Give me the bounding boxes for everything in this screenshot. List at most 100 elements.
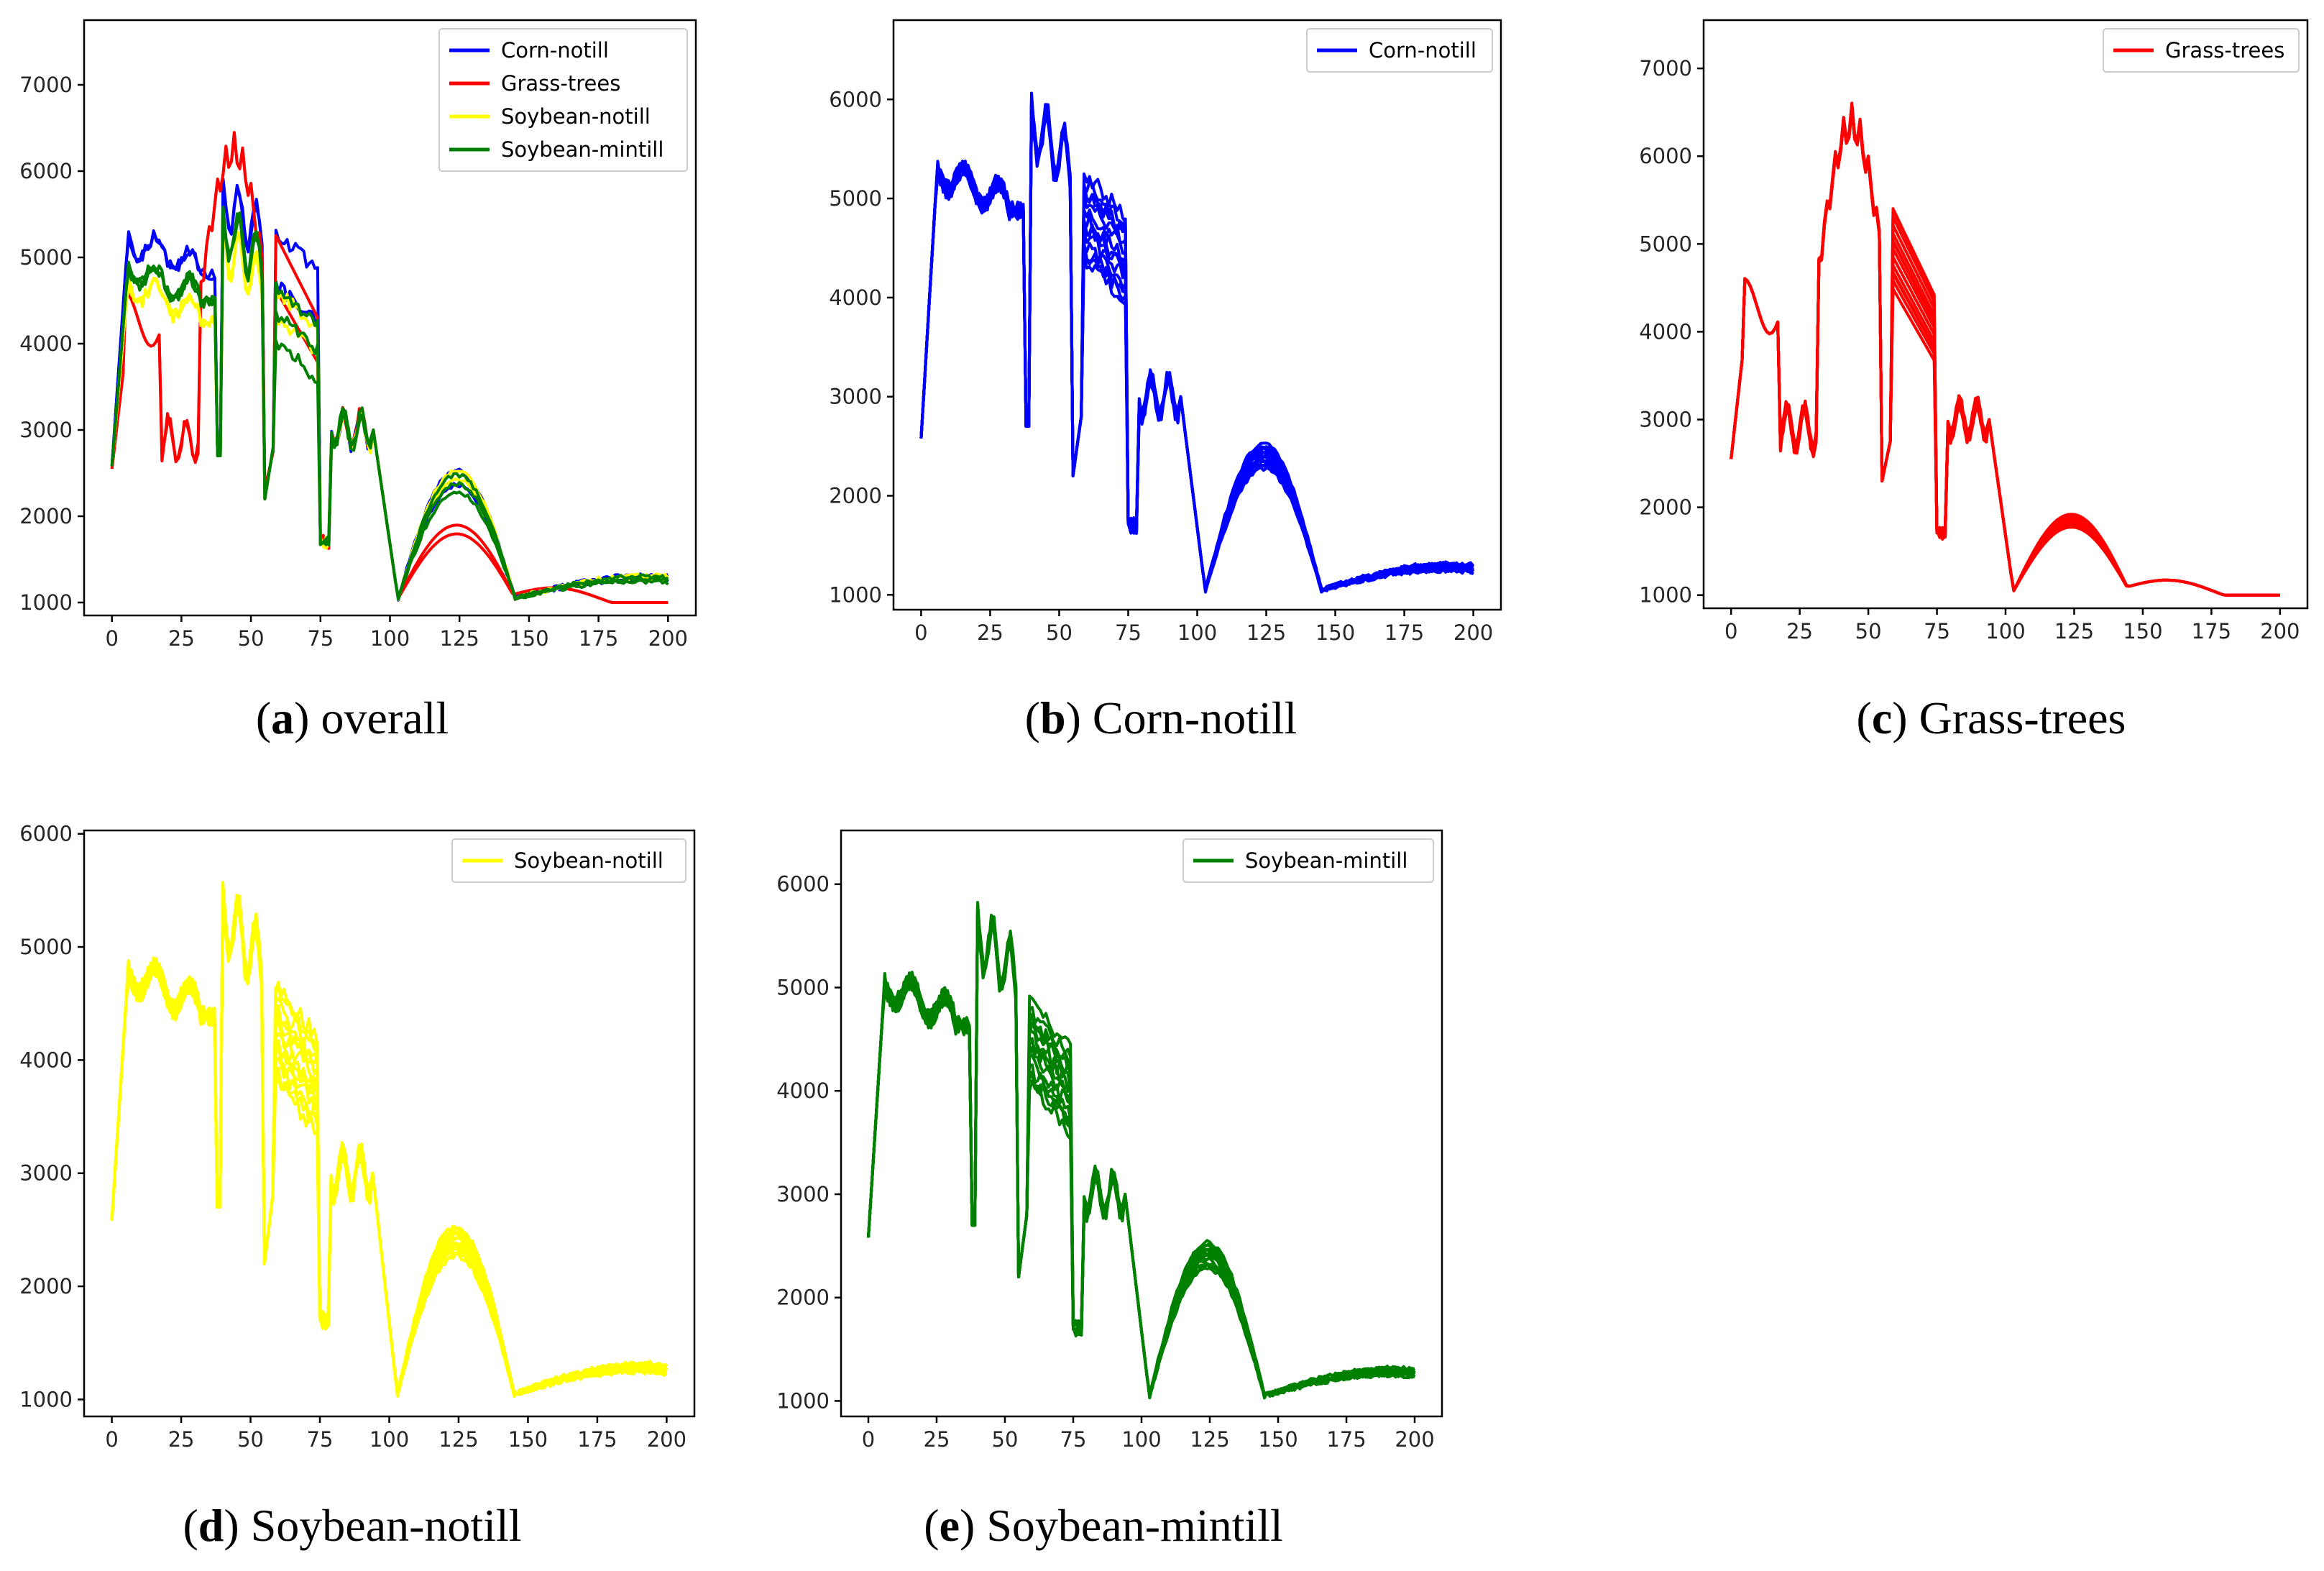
series-line-soybean-notill xyxy=(110,889,668,1398)
x-tick-label: 150 xyxy=(508,1427,548,1452)
x-tick-label: 150 xyxy=(2123,619,2162,643)
y-tick-label: 6000 xyxy=(19,822,73,846)
y-tick-label: 7000 xyxy=(19,73,73,97)
x-tick-label: 175 xyxy=(577,1427,617,1452)
series-line-soybean-mintill xyxy=(110,207,669,600)
x-tick-label: 125 xyxy=(2054,619,2094,643)
panel-e: 0 25 50 75 100 125 150 175 200 1000 2000 3000 4000 50… xyxy=(776,829,1443,1551)
y-tick-label: 5000 xyxy=(19,935,73,959)
x-tick-label: 25 xyxy=(168,1427,195,1452)
legend-label: Soybean-mintill xyxy=(501,137,663,162)
x-tick-label: 75 xyxy=(307,1427,334,1452)
panel-caption: (d) Soybean-notill xyxy=(183,1500,521,1551)
series-line-grass-trees xyxy=(1730,101,2280,597)
plot-area xyxy=(110,881,669,1398)
x-tick-label: 150 xyxy=(1258,1427,1298,1452)
x-tick-label: 25 xyxy=(168,626,195,651)
y-tick-label: 6000 xyxy=(1639,144,1692,168)
legend-box xyxy=(451,838,686,883)
legend-label: Soybean-notill xyxy=(514,848,663,873)
y-tick-label: 6000 xyxy=(829,87,882,111)
y-tick-label: 1000 xyxy=(829,582,882,607)
x-tick-label: 150 xyxy=(1315,620,1355,645)
series-line-grass-trees xyxy=(1730,104,2280,597)
y-tick-label: 7000 xyxy=(1639,56,1692,81)
caption-letter: b xyxy=(1040,692,1066,743)
x-tick-label: 0 xyxy=(105,626,118,651)
x-tick-label: 100 xyxy=(369,1427,409,1452)
series-line-grass-trees xyxy=(1730,104,2280,597)
y-tick-label: 2000 xyxy=(19,1274,73,1299)
x-tick-label: 175 xyxy=(579,626,618,651)
x-tick-label: 100 xyxy=(1121,1427,1161,1452)
x-tick-label: 125 xyxy=(438,1427,478,1452)
plot-area xyxy=(867,901,1416,1400)
legend-box xyxy=(438,28,688,172)
legend-box xyxy=(2103,28,2300,73)
series-line-grass-trees xyxy=(1730,103,2280,597)
x-tick-label: 150 xyxy=(509,626,548,651)
series-line-grass-trees xyxy=(110,131,669,604)
legend: Corn-notill Grass-trees Soybean-notill Soyb… xyxy=(438,28,688,172)
x-tick-label: 25 xyxy=(924,1427,950,1452)
legend: Corn-notill xyxy=(1306,28,1493,73)
series-line-grass-trees xyxy=(1730,105,2280,597)
y-tick-label: 1000 xyxy=(1639,583,1692,608)
x-tick-label: 175 xyxy=(1326,1427,1366,1452)
series-line-corn-notill xyxy=(919,93,1474,592)
x-tick-label: 25 xyxy=(977,620,1003,645)
x-tick-label: 0 xyxy=(1724,619,1737,643)
series-line-grass-trees xyxy=(1730,103,2280,597)
y-tick-label: 1000 xyxy=(19,1387,73,1411)
series-line-grass-trees xyxy=(1730,104,2280,597)
legend-box xyxy=(1306,28,1493,73)
series-line-corn-notill xyxy=(919,97,1475,591)
x-tick-label: 50 xyxy=(1855,619,1882,643)
x-tick-label: 50 xyxy=(1046,620,1073,645)
x-tick-label: 200 xyxy=(2260,619,2300,643)
legend-label: Grass-trees xyxy=(501,71,620,96)
y-tick-label: 4000 xyxy=(829,285,882,310)
x-tick-label: 200 xyxy=(1395,1427,1434,1452)
series-line-grass-trees xyxy=(1730,102,2280,597)
legend-label: Corn-notill xyxy=(501,38,609,63)
caption-letter: c xyxy=(1872,692,1892,743)
x-tick-label: 50 xyxy=(992,1427,1019,1452)
y-tick-label: 5000 xyxy=(776,975,830,999)
y-tick-label: 4000 xyxy=(1639,319,1692,344)
panel-caption: (a) overall xyxy=(256,692,449,743)
x-tick-label: 75 xyxy=(1060,1427,1087,1452)
x-tick-label: 0 xyxy=(862,1427,875,1452)
caption-letter: d xyxy=(198,1500,224,1551)
plot-area xyxy=(919,91,1475,594)
plot-area xyxy=(1730,101,2280,597)
y-tick-label: 5000 xyxy=(19,245,73,270)
y-tick-label: 3000 xyxy=(19,1161,73,1186)
legend: Soybean-notill xyxy=(451,838,686,883)
legend: Grass-trees xyxy=(2103,28,2300,73)
y-tick-label: 2000 xyxy=(829,484,882,508)
plot-area xyxy=(110,131,669,604)
legend-label: Soybean-mintill xyxy=(1245,848,1407,873)
panel-a: 0 25 50 75 100 125 150 175 200 1000 2000 3000 4000 50… xyxy=(19,19,697,743)
series-line-grass-trees xyxy=(1730,104,2280,597)
series-line-grass-trees xyxy=(110,131,669,604)
panel-d: 0 25 50 75 100 125 150 175 200 1000 2000 3000 4000 50… xyxy=(19,822,696,1551)
caption-letter: e xyxy=(940,1500,960,1551)
x-tick-label: 0 xyxy=(105,1427,118,1452)
legend: Soybean-mintill xyxy=(1182,838,1434,883)
series-line-grass-trees xyxy=(1730,106,2280,597)
y-tick-label: 3000 xyxy=(1639,408,1692,432)
x-tick-label: 200 xyxy=(1453,620,1493,645)
axes-frame xyxy=(1702,19,2309,610)
x-tick-label: 100 xyxy=(1177,620,1217,645)
y-tick-label: 5000 xyxy=(829,186,882,211)
x-tick-label: 200 xyxy=(648,626,688,651)
series-line-corn-notill xyxy=(919,92,1474,592)
y-tick-label: 2000 xyxy=(776,1286,830,1310)
y-tick-label: 3000 xyxy=(19,418,73,442)
y-tick-label: 6000 xyxy=(776,872,830,897)
series-line-grass-trees xyxy=(1730,101,2280,597)
x-tick-label: 100 xyxy=(370,626,410,651)
